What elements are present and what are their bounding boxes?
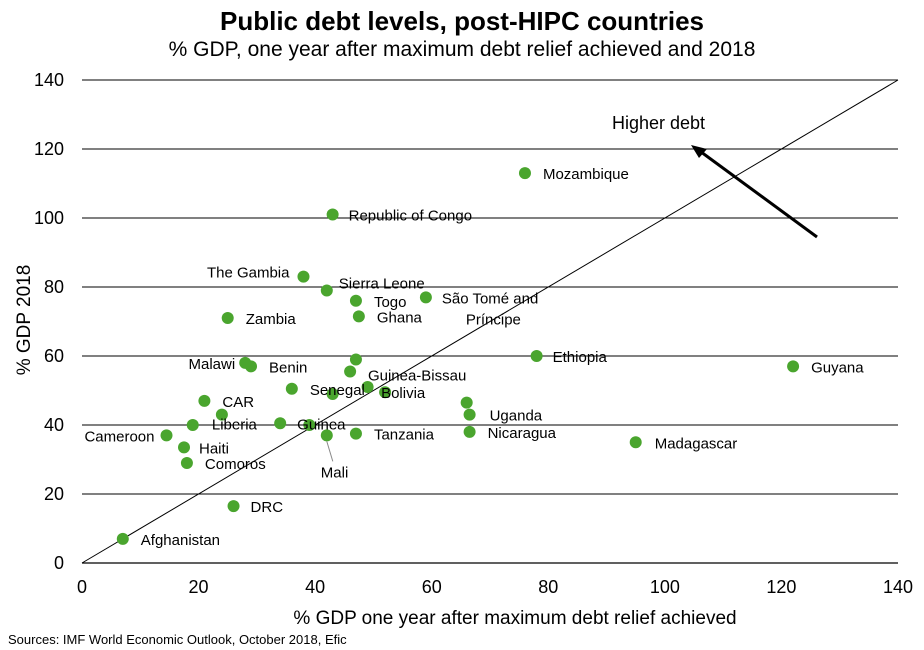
point-label: Republic of Congo <box>349 208 472 225</box>
data-point <box>518 167 531 180</box>
data-point <box>349 294 362 307</box>
point-label: CAR <box>222 394 254 411</box>
data-point <box>180 456 193 469</box>
x-tick-label: 60 <box>422 577 442 597</box>
point-label: Comoros <box>205 456 266 473</box>
point-label: Senegal <box>310 382 365 399</box>
data-point <box>285 382 298 395</box>
point-label: Tanzania <box>374 427 435 444</box>
point-label: Cameroon <box>84 428 154 445</box>
data-point <box>349 427 362 440</box>
data-point <box>215 408 228 421</box>
gridlines <box>82 79 898 495</box>
point-label: Nicaragua <box>488 425 557 442</box>
point-label: Sierra Leone <box>339 275 425 292</box>
y-tick-label: 0 <box>54 553 64 573</box>
y-equals-x-line <box>81 79 899 564</box>
higher-debt-arrow <box>696 147 818 239</box>
point-label: Madagascar <box>655 435 738 452</box>
data-point <box>274 417 287 430</box>
data-point <box>460 396 473 409</box>
point-label: Liberia <box>212 417 258 434</box>
point-label: The Gambia <box>207 265 290 282</box>
y-tick-label: 80 <box>44 277 64 297</box>
data-point <box>227 500 240 513</box>
data-point <box>116 532 129 545</box>
point-labels: Afghanistan Mozambique Republic of Congo Th… <box>84 166 864 549</box>
x-axis-label: % GDP one year after maximum debt relief… <box>293 608 736 629</box>
point-label-line: Príncipe <box>466 311 521 328</box>
point-label: Zambia <box>246 311 297 328</box>
data-point <box>160 429 173 442</box>
point-label: Bolivia <box>381 385 426 402</box>
y-tick-label: 60 <box>44 346 64 366</box>
arrow-head-icon <box>691 145 707 158</box>
point-label: Afghanistan <box>141 532 220 549</box>
point-label: Ethiopia <box>553 349 608 366</box>
point-label: Malawi <box>189 356 236 373</box>
reference-line <box>81 79 899 564</box>
x-tick-label: 140 <box>883 577 913 597</box>
data-point <box>178 441 190 454</box>
y-tick-label: 40 <box>44 415 64 435</box>
data-point <box>419 291 432 304</box>
point-label: Mozambique <box>543 166 629 183</box>
x-tick-label: 80 <box>538 577 558 597</box>
data-point <box>379 386 392 399</box>
point-label-line: São Tomé and <box>442 290 538 307</box>
point-label: São Tomé and Príncipe <box>442 290 538 328</box>
data-point <box>326 208 339 221</box>
point-label: Mali <box>321 464 349 481</box>
data-point <box>349 353 362 366</box>
data-point <box>320 429 333 442</box>
data-point <box>352 310 365 323</box>
y-tick-label: 140 <box>34 70 64 90</box>
source-note: Sources: IMF World Economic Outlook, Oct… <box>8 632 347 647</box>
y-tick-label: 20 <box>44 484 64 504</box>
data-point <box>463 425 476 438</box>
y-tick-label: 120 <box>34 139 64 159</box>
point-label: Togo <box>374 294 407 311</box>
chart-subtitle: % GDP, one year after maximum debt relie… <box>168 38 756 61</box>
data-point <box>221 312 234 325</box>
data-point <box>463 408 476 421</box>
y-axis-label: % GDP 2018 <box>14 265 35 376</box>
point-label: Uganda <box>490 408 543 425</box>
point-label: Haiti <box>199 440 229 457</box>
chart-title: Public debt levels, post-HIPC countries <box>220 6 704 36</box>
data-point <box>326 387 339 400</box>
point-label: Ghana <box>377 309 423 326</box>
x-tick-label: 20 <box>189 577 209 597</box>
data-points <box>116 167 800 545</box>
x-tick-label: 40 <box>305 577 325 597</box>
point-label: Guyana <box>811 359 864 376</box>
data-point <box>303 419 316 431</box>
data-point <box>320 284 333 297</box>
data-point <box>629 436 642 449</box>
point-label: Benin <box>269 359 307 376</box>
annotation: Higher debt <box>612 113 818 239</box>
point-label: Guinea-Bissau <box>368 367 466 384</box>
x-tick-label: 100 <box>650 577 680 597</box>
x-tick-label: 0 <box>77 577 87 597</box>
data-point <box>245 360 258 373</box>
x-tick-label: 120 <box>766 577 796 597</box>
point-label: DRC <box>251 499 284 516</box>
annotation-text: Higher debt <box>612 113 705 133</box>
point-label: Guinea <box>297 416 346 433</box>
data-point <box>186 419 199 431</box>
data-point <box>361 381 374 394</box>
axes: 0 20 40 60 80 100 120 140 0 20 40 60 80 100 120 140 <box>34 70 913 597</box>
data-point <box>530 350 543 362</box>
data-point <box>787 360 800 373</box>
leader-line <box>326 441 334 462</box>
y-tick-label: 100 <box>34 208 64 228</box>
data-point <box>198 394 211 407</box>
data-point <box>297 270 310 283</box>
data-point <box>344 365 357 378</box>
